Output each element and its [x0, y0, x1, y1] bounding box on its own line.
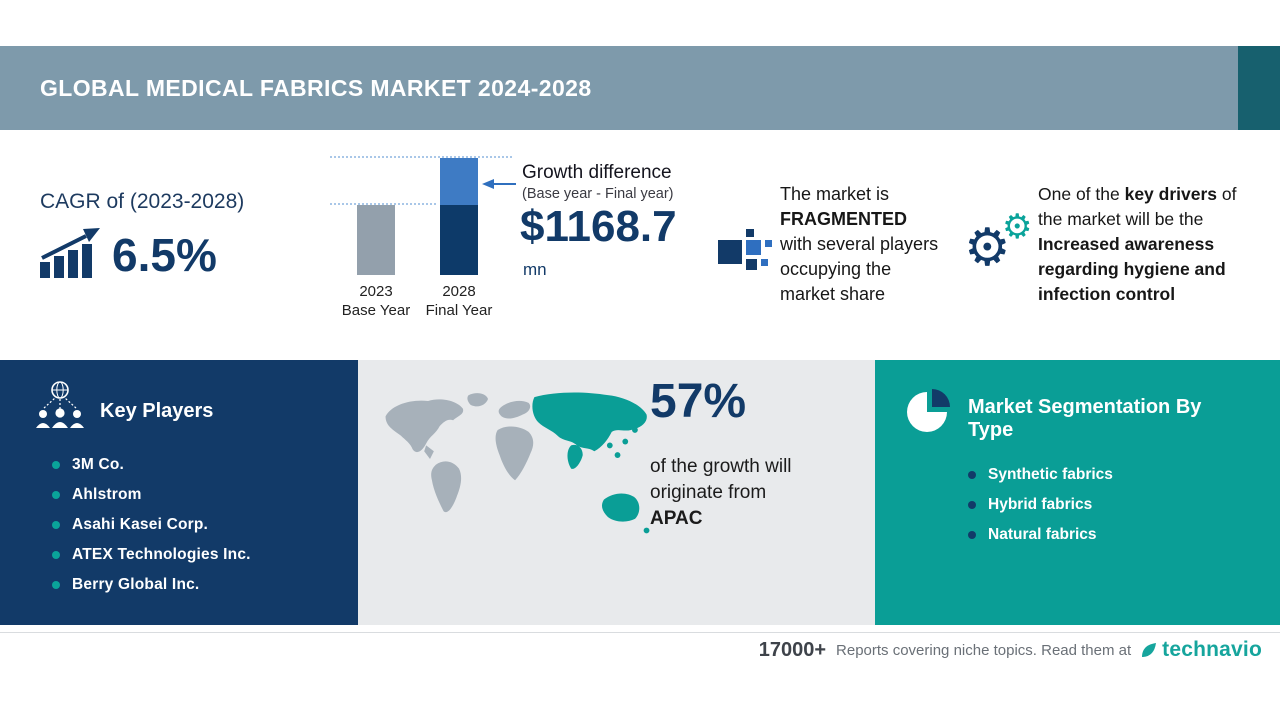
bar-label: Final Year [425, 302, 493, 319]
key-player-item: 3M Co. [52, 450, 251, 480]
drivers-t1: One of the [1038, 184, 1125, 204]
dotted-guideline-top [330, 156, 512, 158]
gear-large-icon: ⚙ [964, 219, 1011, 277]
apac-text: of the growth will originate from APAC [650, 454, 792, 532]
segmentation-item: Natural fabrics [968, 520, 1113, 550]
cagr-value: 6.5% [112, 229, 217, 281]
bar-caption-2023: 2023 Base Year [336, 282, 416, 320]
gears-icon: ⚙ ⚙ [964, 210, 1040, 292]
fragmented-rest: with several players occupying the marke… [780, 234, 939, 304]
growth-difference-unit: mn [523, 260, 547, 279]
key-player-item: ATEX Technologies Inc. [52, 540, 251, 570]
reports-count: 17000+ [758, 638, 827, 661]
pie-chart-icon [905, 386, 953, 439]
fragmented-text: The market is FRAGMENTED with several pl… [780, 182, 940, 307]
bar-caption-2028: 2028 Final Year [419, 282, 499, 320]
key-player-name: Berry Global Inc. [72, 576, 200, 593]
drivers-t2: key drivers [1124, 184, 1218, 204]
key-player-name: 3M Co. [72, 456, 125, 473]
key-players-panel: Key Players 3M Co. Ahlstrom Asahi Kasei … [0, 360, 358, 625]
header-band: GLOBAL MEDICAL FABRICS MARKET 2024-2028 [0, 46, 1280, 130]
technavio-logo[interactable]: technavio [1141, 638, 1262, 662]
bar-year: 2023 [359, 283, 393, 300]
key-player-item: Ahlstrom [52, 480, 251, 510]
bullet-icon [968, 531, 976, 539]
drivers-t3: of the market will be the [1038, 184, 1237, 229]
dotted-guideline-base [330, 203, 436, 205]
key-player-name: Asahi Kasei Corp. [72, 516, 209, 533]
segment-name: Natural fabrics [988, 526, 1097, 543]
apac-line1: of the growth will [650, 456, 792, 477]
leaf-icon [1142, 643, 1157, 657]
apac-panel: 57% of the growth will originate from AP… [358, 360, 875, 625]
segmentation-item: Hybrid fabrics [968, 490, 1113, 520]
bullet-icon [52, 521, 60, 529]
people-network-icon [34, 380, 86, 439]
apac-line2: originate from [650, 482, 767, 503]
drivers-t4: Increased awareness regarding hygiene an… [1038, 234, 1226, 304]
bar-2023 [357, 205, 395, 275]
segmentation-item: Synthetic fabrics [968, 460, 1113, 490]
growth-difference-subtitle: (Base year - Final year) [522, 186, 674, 202]
footer-divider [0, 632, 1280, 633]
world-map [372, 382, 662, 567]
bullet-icon [968, 471, 976, 479]
bullet-icon [52, 551, 60, 559]
key-drivers-text: One of the key drivers of the market wil… [1038, 182, 1260, 307]
header-accent-square [1238, 46, 1280, 130]
footer: 17000+ Reports covering niche topics. Re… [759, 638, 1262, 662]
key-player-item: Berry Global Inc. [52, 570, 251, 600]
segmentation-list: Synthetic fabrics Hybrid fabrics Natural… [968, 460, 1113, 550]
growth-difference-value: $1168.7 [520, 202, 677, 251]
gear-small-icon: ⚙ [1002, 208, 1033, 246]
key-player-name: ATEX Technologies Inc. [72, 546, 251, 563]
bar-2028-base-segment [440, 205, 478, 275]
key-players-title: Key Players [100, 400, 214, 422]
growth-difference-title: Growth difference [522, 162, 672, 183]
bar-year: 2028 [442, 283, 476, 300]
bullet-icon [52, 581, 60, 589]
key-player-name: Ahlstrom [72, 486, 142, 503]
key-player-item: Asahi Kasei Corp. [52, 510, 251, 540]
technavio-wordmark: technavio [1162, 638, 1262, 661]
segmentation-panel: Market Segmentation By Type Synthetic fa… [875, 360, 1280, 625]
cagr-label: CAGR of (2023-2028) [40, 190, 245, 213]
page-title: GLOBAL MEDICAL FABRICS MARKET 2024-2028 [40, 75, 592, 101]
bar-chart-growth-icon [40, 226, 102, 283]
bar-label: Base Year [341, 302, 411, 319]
fragmented-highlight: FRAGMENTED [780, 209, 907, 229]
fragmented-squares-icon [716, 222, 772, 283]
bullet-icon [52, 461, 60, 469]
left-arrow-icon [482, 177, 516, 195]
footer-text: Reports covering niche topics. Read them… [836, 641, 1132, 659]
segment-name: Hybrid fabrics [988, 496, 1093, 513]
fragmented-intro: The market is [780, 184, 890, 204]
segmentation-title: Market Segmentation By Type [968, 396, 1202, 441]
bullet-icon [52, 491, 60, 499]
bar-2028-growth-segment [440, 158, 478, 205]
key-players-list: 3M Co. Ahlstrom Asahi Kasei Corp. ATEX T… [52, 450, 251, 600]
segment-name: Synthetic fabrics [988, 466, 1113, 483]
apac-highlight: APAC [650, 508, 703, 529]
apac-share-value: 57% [650, 375, 747, 428]
bullet-icon [968, 501, 976, 509]
bar-2028 [440, 158, 478, 275]
